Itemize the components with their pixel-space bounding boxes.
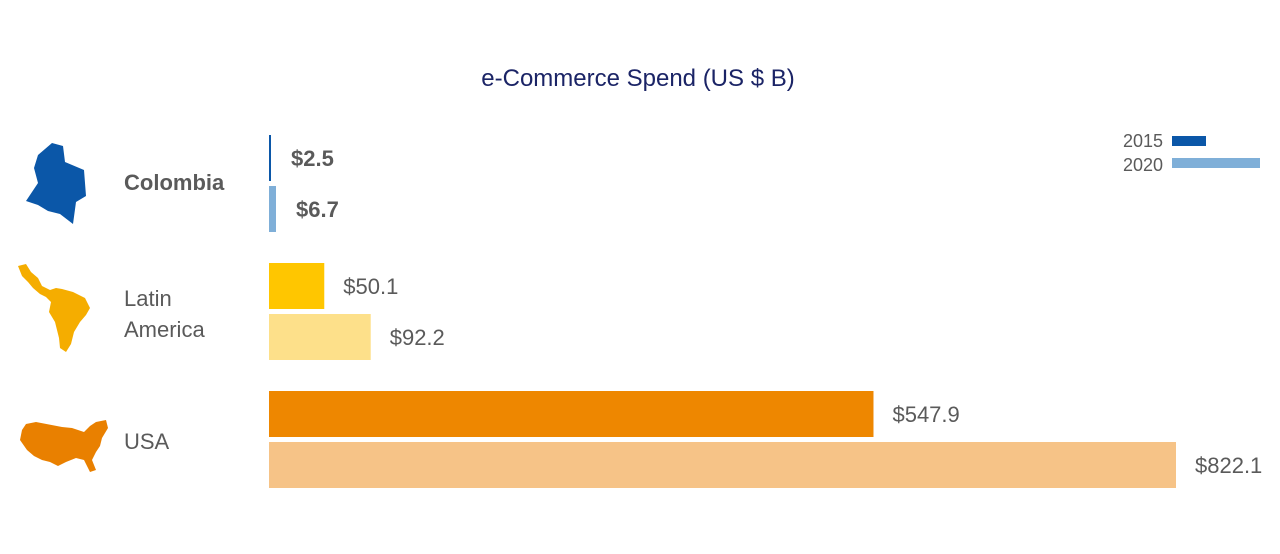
value-label-colombia-2020: $6.7 [296,197,339,222]
bar-colombia-2020 [269,186,276,232]
legend-label-2015: 2015 [1123,131,1163,151]
category-label-latin-america: Latin America [124,286,205,342]
legend-label-2020: 2020 [1123,155,1163,175]
category-label-colombia: Colombia [124,170,225,195]
bar-usa-2015 [269,391,874,437]
usa-map-icon [20,420,108,472]
bar-usa-2020 [269,442,1176,488]
chart-title: e-Commerce Spend (US $ B) [481,65,794,92]
legend-swatch-2015 [1172,136,1206,146]
bar-latin-america-2020 [269,314,371,360]
colombia-map-icon [26,143,86,224]
latin-america-label-line-2: America [124,317,205,342]
value-label-latin-america-2015: $50.1 [343,274,398,299]
bar-latin-america-2015 [269,263,325,309]
bar-colombia-2015 [269,135,271,181]
latin-america-label-line-1: Latin [124,286,172,311]
value-label-usa-2015: $547.9 [892,402,959,427]
value-label-colombia-2015: $2.5 [291,146,334,171]
legend-swatch-2020 [1172,158,1260,168]
value-label-latin-america-2020: $92.2 [390,325,445,350]
bars-layer: $2.5 $6.7 $50.1 $92.2 $547.9 $822.1 [269,135,1262,488]
category-label-usa: USA [124,429,170,454]
latin-america-map-icon [18,264,90,352]
legend: 2015 2020 [1123,131,1260,175]
value-label-usa-2020: $822.1 [1195,453,1262,478]
